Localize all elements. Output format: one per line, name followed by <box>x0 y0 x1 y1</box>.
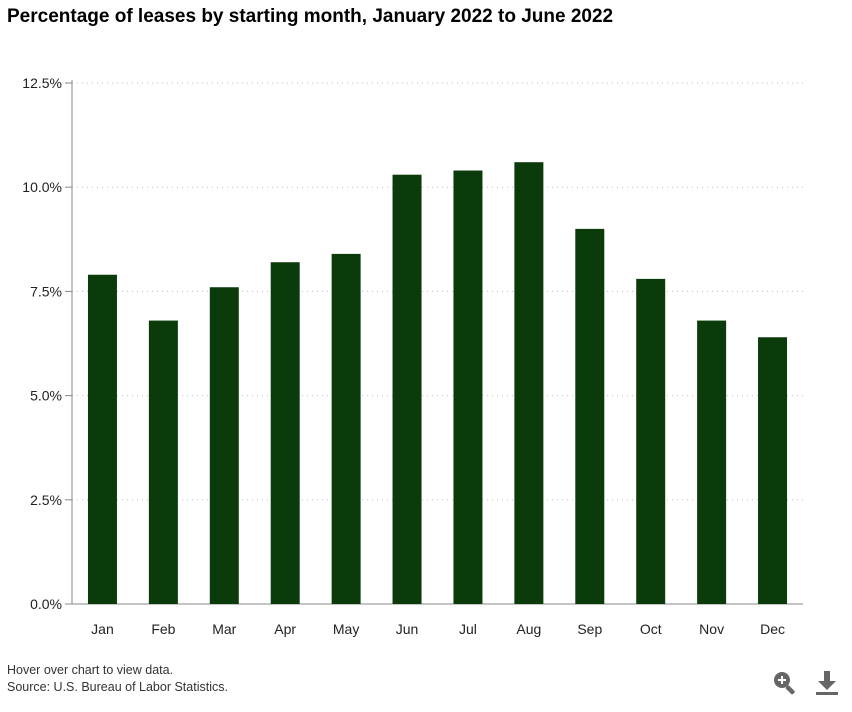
bar[interactable] <box>575 228 605 604</box>
bar[interactable] <box>758 337 788 604</box>
bar[interactable] <box>697 320 727 604</box>
source-note: Source: U.S. Bureau of Labor Statistics. <box>7 680 228 694</box>
bar-chart[interactable]: 0.0% 2.5% 5.0% 7.5% 10.0% 12.5% Jan Feb Mar Apr Ma… <box>0 60 852 650</box>
x-tick-label: Mar <box>212 621 236 637</box>
bar[interactable] <box>331 253 361 604</box>
x-tick-label: Apr <box>274 621 296 637</box>
bar[interactable] <box>514 162 544 604</box>
y-tick-label: 7.5% <box>30 283 62 299</box>
bar[interactable] <box>148 320 178 604</box>
x-tick-label: Sep <box>577 621 602 637</box>
x-tick-label: Dec <box>760 621 785 637</box>
x-tick-label: Jul <box>459 621 477 637</box>
x-tick-label: Nov <box>699 621 724 637</box>
bar[interactable] <box>209 287 239 604</box>
bar[interactable] <box>270 262 300 604</box>
y-tick-label: 2.5% <box>30 492 62 508</box>
x-tick-label: May <box>333 621 359 637</box>
bar[interactable] <box>453 170 483 604</box>
y-tick-label: 0.0% <box>30 596 62 612</box>
y-tick-label: 5.0% <box>30 388 62 404</box>
zoom-in-icon[interactable] <box>770 668 800 698</box>
x-tick-label: Jun <box>396 621 419 637</box>
chart-title: Percentage of leases by starting month, … <box>7 6 614 27</box>
y-tick-label: 12.5% <box>22 75 62 91</box>
download-icon[interactable] <box>812 668 842 698</box>
y-tick-label: 10.0% <box>22 179 62 195</box>
x-tick-label: Oct <box>640 621 662 637</box>
bar[interactable] <box>87 274 117 604</box>
bar[interactable] <box>392 174 422 605</box>
bar[interactable] <box>636 278 666 604</box>
hover-hint: Hover over chart to view data. <box>7 663 174 677</box>
x-tick-label: Feb <box>151 621 175 637</box>
chart-footer: Hover over chart to view data. Source: U… <box>7 662 228 696</box>
chart-tools <box>770 668 842 698</box>
x-tick-label: Aug <box>516 621 541 637</box>
x-tick-label: Jan <box>91 621 114 637</box>
